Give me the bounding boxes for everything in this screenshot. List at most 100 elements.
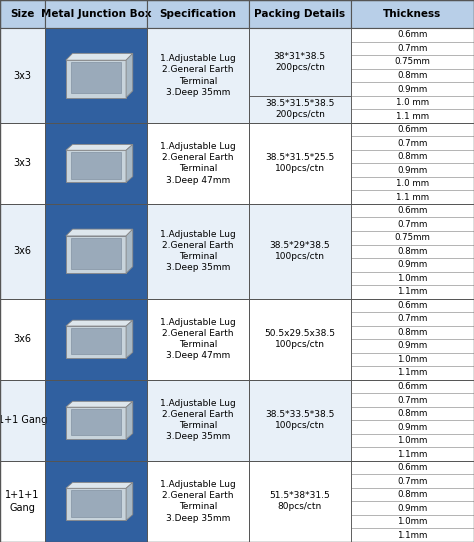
Bar [351, 190, 474, 204]
Text: 0.9mm: 0.9mm [397, 85, 428, 94]
Bar [0, 204, 45, 299]
Text: 1.1mm: 1.1mm [397, 531, 428, 540]
Text: 0.8mm: 0.8mm [397, 247, 428, 256]
Bar [351, 528, 474, 542]
Text: 0.7mm: 0.7mm [397, 139, 428, 147]
Polygon shape [66, 236, 126, 273]
Text: 1.0mm: 1.0mm [397, 274, 428, 283]
Bar [249, 299, 351, 380]
Text: 1.Adjustable Lug
2.General Earth
Terminal
3.Deep 35mm: 1.Adjustable Lug 2.General Earth Termina… [160, 54, 236, 96]
Text: 1.1 mm: 1.1 mm [396, 193, 429, 202]
Bar [351, 123, 474, 137]
Bar [351, 150, 474, 163]
Bar [249, 123, 351, 204]
Text: 0.9mm: 0.9mm [397, 423, 428, 431]
Polygon shape [71, 152, 121, 178]
Text: 50.5x29.5x38.5
100pcs/ctn: 50.5x29.5x38.5 100pcs/ctn [264, 329, 335, 349]
Text: Specification: Specification [159, 9, 237, 19]
Bar [45, 299, 147, 380]
Bar [351, 339, 474, 353]
Polygon shape [71, 409, 121, 435]
Bar [0, 461, 45, 542]
Text: 51.5*38*31.5
80pcs/ctn: 51.5*38*31.5 80pcs/ctn [269, 492, 330, 512]
Text: 1.0mm: 1.0mm [397, 517, 428, 526]
Bar [147, 299, 249, 380]
Text: 0.8mm: 0.8mm [397, 409, 428, 418]
Bar [351, 461, 474, 474]
Bar [351, 285, 474, 299]
Text: 1.Adjustable Lug
2.General Earth
Terminal
3.Deep 35mm: 1.Adjustable Lug 2.General Earth Termina… [160, 230, 236, 273]
Bar [351, 420, 474, 434]
Bar [351, 380, 474, 393]
Text: 0.9mm: 0.9mm [397, 260, 428, 269]
Text: 38.5*29*38.5
100pcs/ctn: 38.5*29*38.5 100pcs/ctn [270, 241, 330, 261]
Text: 0.9mm: 0.9mm [397, 341, 428, 351]
Polygon shape [126, 482, 133, 520]
Text: 0.7mm: 0.7mm [397, 476, 428, 486]
Bar [351, 272, 474, 285]
Bar [351, 501, 474, 515]
Bar [351, 326, 474, 339]
Text: 0.75mm: 0.75mm [394, 233, 430, 242]
Bar [147, 204, 249, 299]
Text: 1.Adjustable Lug
2.General Earth
Terminal
3.Deep 47mm: 1.Adjustable Lug 2.General Earth Termina… [160, 318, 236, 360]
Bar [351, 28, 474, 42]
Text: 38.5*31.5*38.5
200pcs/ctn: 38.5*31.5*38.5 200pcs/ctn [265, 99, 335, 119]
Polygon shape [66, 407, 126, 439]
Text: Metal Junction Box: Metal Junction Box [41, 9, 151, 19]
Bar [249, 0, 351, 28]
Bar [351, 0, 474, 28]
Polygon shape [126, 320, 133, 358]
Bar [351, 515, 474, 528]
Text: Size: Size [10, 9, 35, 19]
Bar [45, 380, 147, 461]
Bar [351, 258, 474, 272]
Bar [351, 474, 474, 488]
Bar [0, 299, 45, 380]
Bar [45, 204, 147, 299]
Polygon shape [66, 60, 126, 98]
Text: 1.1 mm: 1.1 mm [396, 112, 429, 120]
Bar [351, 82, 474, 96]
Bar [147, 461, 249, 542]
Polygon shape [66, 401, 133, 407]
Bar [249, 28, 351, 96]
Bar [351, 109, 474, 123]
Polygon shape [126, 53, 133, 98]
Text: 3x6: 3x6 [14, 246, 31, 256]
Bar [351, 177, 474, 190]
Bar [147, 123, 249, 204]
Text: 1+1 Gang: 1+1 Gang [0, 415, 47, 425]
Bar [249, 96, 351, 123]
Text: 0.6mm: 0.6mm [397, 206, 428, 215]
Bar [351, 488, 474, 501]
Text: 1.Adjustable Lug
2.General Earth
Terminal
3.Deep 35mm: 1.Adjustable Lug 2.General Earth Termina… [160, 399, 236, 441]
Text: 1.0mm: 1.0mm [397, 436, 428, 445]
Bar [249, 461, 351, 542]
Bar [351, 69, 474, 82]
Bar [249, 204, 351, 299]
Text: 0.9mm: 0.9mm [397, 166, 428, 175]
Bar [351, 366, 474, 380]
Bar [45, 0, 147, 28]
Text: 0.6mm: 0.6mm [397, 30, 428, 40]
Text: 1.0 mm: 1.0 mm [396, 179, 429, 188]
Bar [351, 353, 474, 366]
Text: 0.75mm: 0.75mm [394, 57, 430, 67]
Polygon shape [71, 238, 121, 269]
Polygon shape [66, 53, 133, 60]
Text: 1.1mm: 1.1mm [397, 287, 428, 296]
Text: 1+1+1
Gang: 1+1+1 Gang [5, 490, 40, 513]
Text: 0.7mm: 0.7mm [397, 396, 428, 404]
Text: 1.0mm: 1.0mm [397, 355, 428, 364]
Bar [0, 123, 45, 204]
Bar [351, 204, 474, 217]
Text: 0.8mm: 0.8mm [397, 71, 428, 80]
Bar [351, 407, 474, 420]
Polygon shape [126, 401, 133, 439]
Text: 0.7mm: 0.7mm [397, 44, 428, 53]
Text: 0.8mm: 0.8mm [397, 490, 428, 499]
Polygon shape [71, 490, 121, 517]
Bar [351, 231, 474, 244]
Bar [351, 42, 474, 55]
